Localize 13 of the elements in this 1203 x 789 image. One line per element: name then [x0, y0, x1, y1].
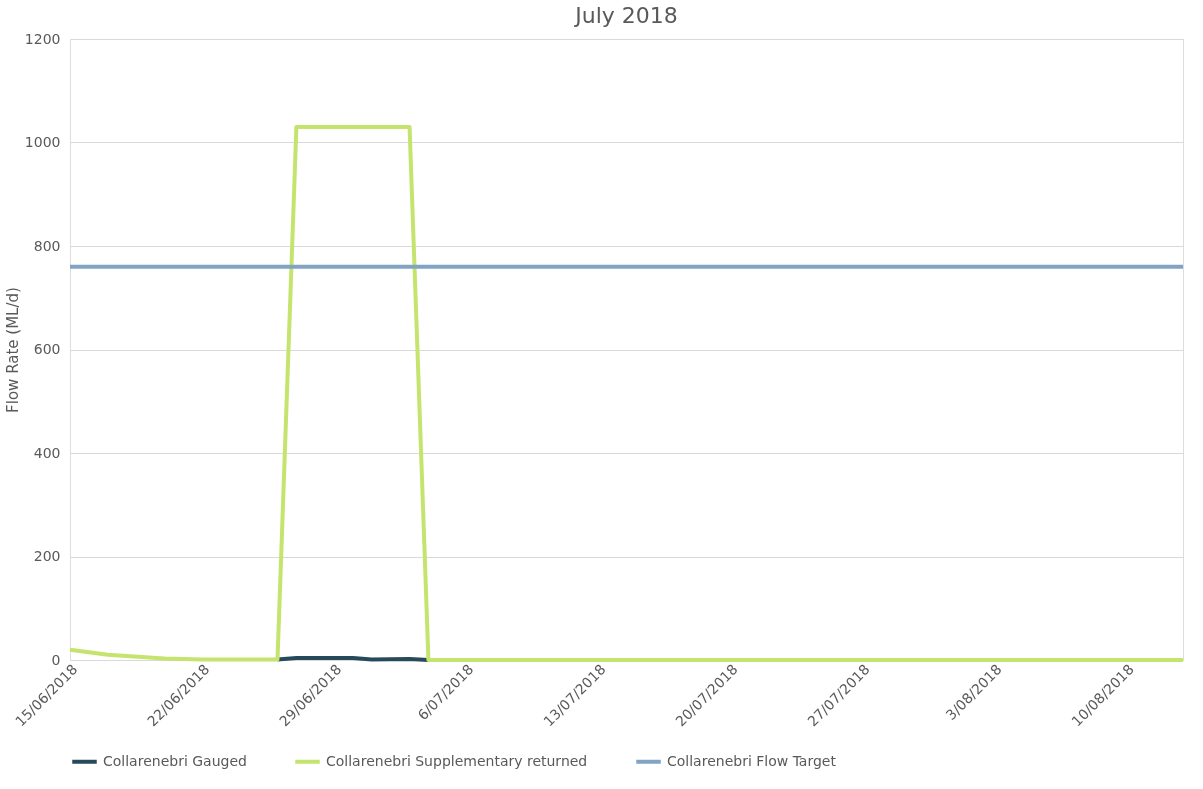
- chart-title: July 2018: [573, 3, 678, 28]
- legend-label: Collarenebri Gauged: [103, 752, 247, 769]
- y-tick-label: 400: [33, 444, 61, 461]
- legend-label: Collarenebri Supplementary returned: [326, 752, 588, 769]
- y-tick-label: 1200: [24, 30, 61, 47]
- y-tick-label: 0: [51, 651, 61, 668]
- line-series: [68, 124, 1185, 662]
- legend-label: Collarenebri Flow Target: [667, 752, 837, 769]
- y-tick-label: 800: [33, 237, 61, 254]
- y-tick-label: 600: [33, 341, 61, 357]
- y-tick-label: 200: [33, 548, 61, 564]
- y-axis-title: Flow Rate (ML/d): [3, 287, 22, 413]
- y-tick-label: 1000: [24, 134, 61, 150]
